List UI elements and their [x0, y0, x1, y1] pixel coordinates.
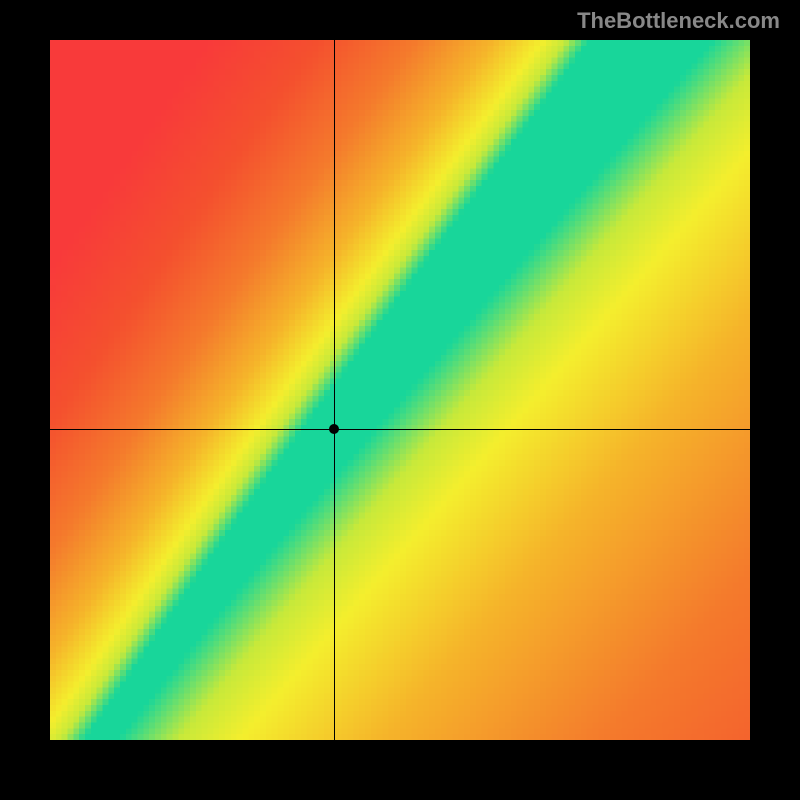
watermark-text: TheBottleneck.com: [577, 8, 780, 34]
plot-area: [50, 40, 750, 740]
crosshair-marker: [329, 424, 339, 434]
chart-container: TheBottleneck.com: [0, 0, 800, 800]
heatmap-canvas: [50, 40, 750, 740]
crosshair-horizontal: [50, 429, 750, 430]
crosshair-vertical: [334, 40, 335, 740]
